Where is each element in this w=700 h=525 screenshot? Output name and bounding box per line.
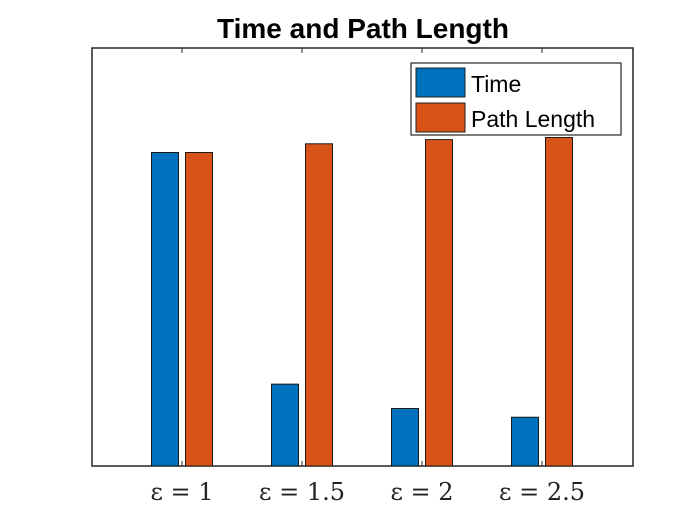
bar-path-length-3 — [425, 139, 453, 467]
bar-time-1 — [151, 152, 179, 467]
bar-time-3 — [391, 408, 419, 467]
bar-time-2 — [271, 383, 299, 467]
x-tick-label: ε = 1.5 — [259, 478, 345, 506]
x-tick-label: ε = 2.5 — [499, 478, 585, 506]
x-tick-label: ε = 1 — [150, 478, 213, 506]
legend-label-time: Time — [471, 71, 521, 97]
legend-label-path-length: Path Length — [471, 106, 595, 132]
bar-path-length-4 — [545, 137, 573, 467]
x-ticks-group — [181, 48, 543, 466]
x-tick-label: ε = 2 — [390, 478, 453, 506]
bar-path-length-2 — [305, 143, 333, 467]
legend-swatch-path-length — [415, 102, 466, 133]
x-tick-labels-group: ε = 1 ε = 1.5 ε = 2 ε = 2.5 — [150, 478, 585, 506]
legend[interactable]: Time Path Length — [410, 62, 622, 136]
bar-time-4 — [511, 416, 539, 467]
legend-swatch-time — [415, 67, 466, 98]
bar-path-length-1 — [185, 152, 213, 467]
bars-group — [151, 137, 573, 467]
chart-title: Time and Path Length — [217, 13, 509, 44]
